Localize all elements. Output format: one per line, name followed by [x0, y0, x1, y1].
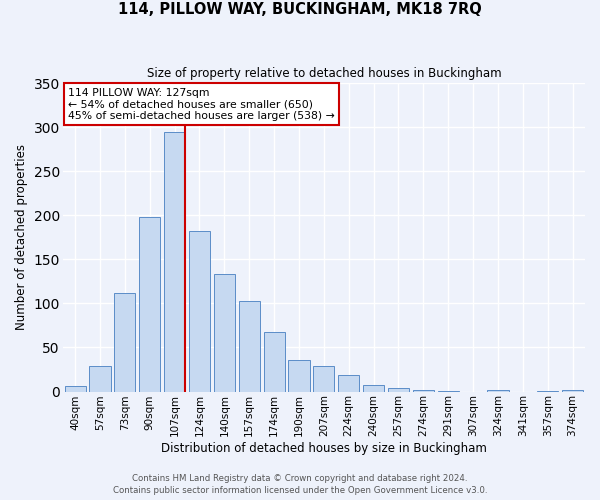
Bar [189, 231, 210, 392]
Bar [388, 388, 409, 392]
Bar [65, 386, 86, 392]
Bar [164, 132, 185, 392]
Bar [214, 274, 235, 392]
Bar [338, 375, 359, 392]
Bar [413, 390, 434, 392]
Text: 114, PILLOW WAY, BUCKINGHAM, MK18 7RQ: 114, PILLOW WAY, BUCKINGHAM, MK18 7RQ [118, 2, 482, 18]
Bar [263, 332, 284, 392]
Bar [289, 360, 310, 392]
Bar [487, 390, 509, 392]
Bar [239, 301, 260, 392]
Bar [537, 390, 558, 392]
Bar [562, 390, 583, 392]
X-axis label: Distribution of detached houses by size in Buckingham: Distribution of detached houses by size … [161, 442, 487, 455]
Title: Size of property relative to detached houses in Buckingham: Size of property relative to detached ho… [146, 68, 501, 80]
Text: 114 PILLOW WAY: 127sqm
← 54% of detached houses are smaller (650)
45% of semi-de: 114 PILLOW WAY: 127sqm ← 54% of detached… [68, 88, 335, 121]
Bar [89, 366, 110, 392]
Bar [115, 293, 136, 392]
Y-axis label: Number of detached properties: Number of detached properties [15, 144, 28, 330]
Bar [437, 390, 459, 392]
Text: Contains HM Land Registry data © Crown copyright and database right 2024.
Contai: Contains HM Land Registry data © Crown c… [113, 474, 487, 495]
Bar [313, 366, 334, 392]
Bar [139, 217, 160, 392]
Bar [363, 386, 384, 392]
